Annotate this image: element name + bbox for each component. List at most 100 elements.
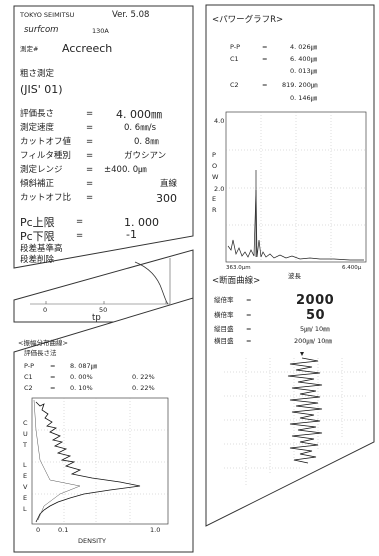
param-value: 4. 000㎜	[116, 108, 162, 121]
power-xtick-left: 363.0μm	[226, 265, 251, 271]
profile-row-name: 横倍率	[214, 311, 234, 319]
adc-subtitle: 評価長さ法	[24, 349, 57, 357]
profile-row-eq: =	[246, 325, 252, 333]
power-row-value: 4. 026㎛	[290, 43, 318, 51]
pc-lower-label: Pc下限	[20, 230, 55, 243]
param-value: 直線	[160, 179, 178, 189]
roughness-label: 粗さ測定	[20, 69, 55, 79]
adc-ylabel-letter: E	[23, 494, 28, 502]
param-value: 300	[156, 192, 177, 205]
adc-ylabel-letter: C	[23, 419, 28, 427]
profile-row-value: 50	[306, 308, 326, 323]
standard-label: (JIS' 01)	[20, 83, 63, 96]
adc-xtick: 0.1	[58, 526, 69, 534]
power-row-name: P-P	[230, 43, 241, 51]
adc-frame	[31, 397, 169, 525]
param-value: ±400. 0㎛	[104, 165, 147, 175]
param-value: 0. 6㎜/s	[124, 123, 157, 133]
power-row-eq: =	[262, 81, 268, 89]
adc-ylabel-letter: V	[23, 483, 28, 491]
power-row-value: 0. 146㎛	[290, 94, 318, 102]
adc-row-v2: 0. 22%	[132, 373, 155, 381]
profile-row-eq: =	[246, 311, 252, 319]
profile-row-value: 200㎛/ 10㎜	[294, 337, 332, 345]
power-row-name: C1	[230, 55, 239, 63]
power-ylabel-letter: O	[212, 162, 218, 170]
param-value: 0. 8㎜	[134, 137, 159, 147]
param-eq: =	[86, 193, 94, 203]
profile-title: <断面曲線>	[212, 276, 261, 286]
adc-row-v1: 0. 00%	[70, 373, 93, 381]
power-xlabel: 波長	[288, 272, 301, 280]
step-delete-label: 段差削除	[20, 255, 55, 265]
adc-cumulative-curve	[33, 399, 81, 521]
profile-row-value: 5㎛/ 10㎜	[300, 325, 330, 333]
step-ref-label: 段差基準高	[20, 244, 63, 254]
profile-row-name: 横目盛	[214, 337, 234, 345]
adc-grid	[32, 398, 168, 524]
profile-row-eq: =	[246, 296, 252, 304]
adc-title: <振幅分布曲線>	[18, 339, 68, 347]
adc-row-name: C2	[24, 384, 33, 392]
adc-density-curve	[35, 401, 141, 523]
adc-row-eq: =	[50, 384, 56, 392]
power-ylabel-letter: P	[212, 151, 216, 159]
power-ylabel-letter: W	[212, 173, 219, 181]
model-label: 130A	[92, 27, 109, 35]
adc-ylabel-letter: E	[23, 472, 28, 480]
profile-row-name: 縦倍率	[214, 296, 234, 304]
param-eq: =	[86, 123, 94, 133]
profile-start-marker	[300, 352, 304, 356]
param-eq: =	[86, 151, 94, 161]
param-eq: =	[86, 137, 94, 147]
param-label: 傾斜補正	[20, 179, 55, 189]
adc-ylabel-letter: L	[23, 461, 27, 469]
sensor-label: 測定#	[20, 45, 39, 53]
bearing-tick-50: 50	[99, 306, 108, 314]
power-ylabel-letter: E	[212, 195, 217, 203]
bearing-xlabel: tp	[92, 313, 101, 323]
profile-row-name: 縦目盛	[214, 325, 234, 333]
param-eq: =	[86, 165, 94, 175]
version-label: Ver. 5.08	[112, 10, 150, 20]
pc-upper-value: 1. 000	[124, 216, 159, 229]
power-row-name: C2	[230, 81, 239, 89]
brand-logo: surfcom	[24, 25, 59, 35]
power-ytick: 4.0	[214, 117, 225, 125]
power-ytick: 2.0	[214, 185, 225, 193]
pc-lower-eq: =	[76, 231, 84, 241]
power-row-eq: =	[262, 43, 268, 51]
param-label: カットオフ比	[20, 193, 72, 203]
power-row-eq: =	[262, 55, 268, 63]
adc-ylabel-letter: L	[23, 505, 27, 513]
adc-row-name: C1	[24, 373, 33, 381]
adc-xtick: 0	[36, 526, 41, 534]
adc-ylabel-letter: T	[23, 441, 27, 449]
param-eq: =	[86, 179, 94, 189]
sensor-value: Accreech	[62, 42, 113, 55]
pc-upper-eq: =	[76, 217, 84, 227]
adc-row-eq: =	[50, 362, 56, 370]
power-ylabel-letter: R	[212, 206, 217, 214]
param-label: フィルタ種別	[20, 151, 71, 161]
param-label: カットオフ値	[20, 137, 72, 147]
adc-row-name: P-P	[24, 362, 35, 370]
power-xtick-right: 6.400μ	[342, 265, 362, 271]
power-spectrum-line	[227, 189, 364, 261]
param-label: 評価長さ	[20, 109, 55, 119]
adc-row-v2: 0. 22%	[132, 384, 155, 392]
param-label: 測定速度	[20, 123, 55, 133]
bearing-tick-0: 0	[43, 306, 48, 314]
adc-xlabel: DENSITY	[78, 537, 106, 545]
param-value: ガウシアン	[124, 151, 167, 161]
power-title: <パワーグラフR>	[212, 15, 284, 25]
param-eq: =	[86, 109, 94, 119]
power-row-value: 819. 200㎛	[282, 81, 318, 89]
